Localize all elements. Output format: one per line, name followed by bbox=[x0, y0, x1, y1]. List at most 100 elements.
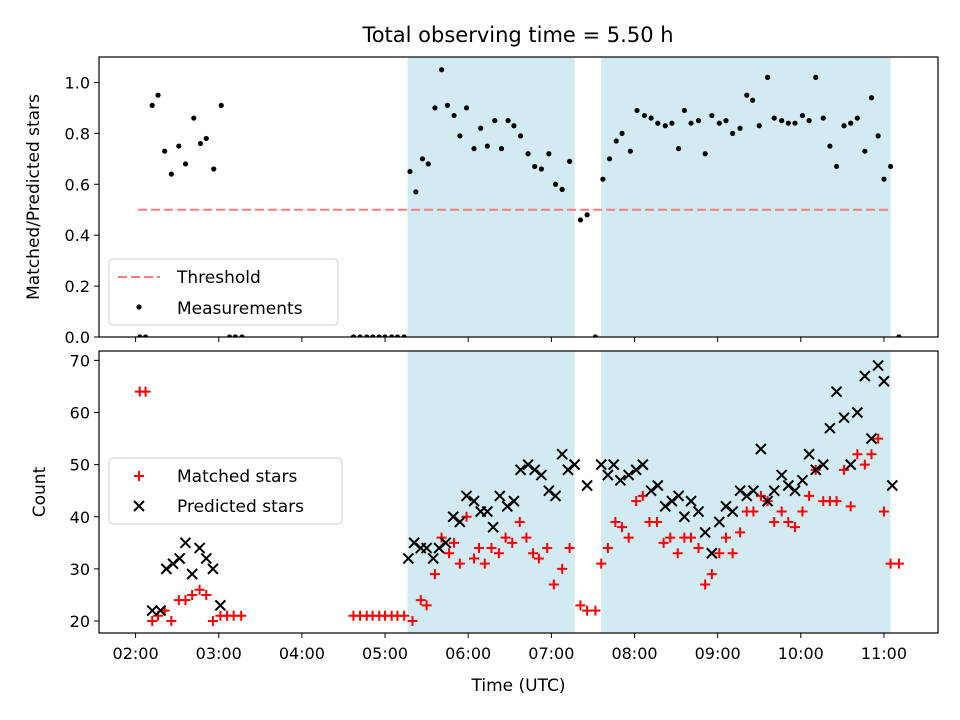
measurement-point bbox=[785, 120, 791, 126]
y-tick-label: 30 bbox=[70, 560, 90, 579]
measurement-point bbox=[756, 123, 762, 129]
measurement-point bbox=[505, 118, 511, 124]
predicted-star-point bbox=[535, 469, 548, 481]
x-tick-label: 07:00 bbox=[528, 644, 574, 663]
predicted-star-point bbox=[747, 484, 760, 497]
measurement-point bbox=[484, 143, 490, 149]
matched-star-point bbox=[147, 616, 158, 627]
measurement-point bbox=[681, 107, 687, 114]
predicted-star-point bbox=[460, 490, 473, 502]
measurement-point bbox=[600, 176, 606, 182]
predicted-star-point bbox=[824, 422, 836, 434]
measurement-point bbox=[779, 118, 785, 124]
measurement-point bbox=[211, 166, 217, 172]
measurement-point bbox=[896, 334, 902, 337]
predicted-star-point bbox=[637, 458, 649, 471]
measurement-point bbox=[182, 161, 189, 167]
predicted-star-point bbox=[713, 516, 726, 528]
x-tick-label: 03:00 bbox=[196, 644, 242, 663]
measurement-point bbox=[376, 334, 382, 337]
measurement-point bbox=[239, 334, 245, 337]
predicted-star-point bbox=[160, 563, 173, 575]
matched-star-point bbox=[140, 386, 151, 397]
matched-star-point bbox=[748, 506, 759, 517]
measurement-point bbox=[888, 163, 894, 170]
matched-star-point bbox=[610, 516, 621, 527]
matched-star-point bbox=[651, 516, 662, 527]
matched-star-point bbox=[735, 527, 746, 538]
measurement-point bbox=[655, 120, 661, 126]
matched-star-point bbox=[542, 543, 553, 554]
predicted-star-point bbox=[878, 375, 890, 387]
measurement-point bbox=[799, 112, 806, 119]
predicted-star-point bbox=[568, 458, 581, 471]
measurement-point bbox=[854, 115, 860, 121]
measurement-point bbox=[463, 105, 470, 111]
x-tick-label: 10:00 bbox=[778, 644, 824, 663]
predicted-star-point bbox=[789, 484, 801, 497]
measurement-point bbox=[168, 171, 174, 177]
predicted-star-point bbox=[595, 458, 607, 471]
matched-star-point bbox=[548, 579, 559, 590]
predicted-star-point bbox=[865, 432, 878, 445]
measurement-point bbox=[567, 158, 573, 164]
measurement-point bbox=[875, 133, 881, 139]
measurement-point bbox=[813, 74, 819, 80]
predicted-star-point bbox=[193, 542, 206, 554]
measurement-point bbox=[538, 166, 544, 172]
predicted-star-point bbox=[726, 505, 739, 518]
measurement-point bbox=[350, 334, 357, 337]
measurement-point bbox=[394, 334, 401, 337]
measurement-point bbox=[369, 334, 376, 337]
measurement-point bbox=[203, 135, 209, 142]
measurement-point bbox=[634, 107, 640, 114]
matched-star-point bbox=[789, 522, 800, 533]
predicted-star-point bbox=[817, 458, 829, 471]
measurement-point bbox=[382, 334, 388, 337]
measurement-point bbox=[584, 212, 590, 218]
predicted-star-point bbox=[481, 505, 494, 518]
measurement-point bbox=[827, 143, 833, 149]
x-tick-label: 05:00 bbox=[362, 644, 408, 663]
measurement-point bbox=[675, 146, 682, 152]
predicted-star-point bbox=[556, 448, 568, 460]
predicted-star-point bbox=[666, 495, 678, 507]
y-tick-label: 0.2 bbox=[65, 277, 90, 296]
x-tick-label: 09:00 bbox=[695, 644, 741, 663]
predicted-star-point bbox=[200, 552, 212, 565]
predicted-star-point bbox=[602, 469, 614, 481]
predicted-star-point bbox=[659, 500, 671, 513]
predicted-star-point bbox=[549, 490, 562, 502]
predicted-star-point bbox=[706, 547, 718, 559]
predicted-star-point bbox=[501, 500, 513, 513]
matched-star-point bbox=[658, 537, 669, 548]
predicted-star-point bbox=[173, 552, 186, 565]
predicted-star-point bbox=[872, 359, 884, 372]
y-tick-label: 60 bbox=[70, 404, 90, 423]
measurement-point bbox=[641, 112, 648, 119]
predicted-star-point bbox=[167, 557, 179, 570]
y-axis-label-top: Matched/Predicted stars bbox=[24, 94, 44, 300]
matched-star-point bbox=[700, 579, 711, 590]
predicted-star-point bbox=[402, 552, 415, 565]
matched-star-point bbox=[706, 569, 717, 580]
matched-star-point bbox=[575, 600, 586, 611]
measurement-point bbox=[226, 334, 233, 337]
predicted-star-point bbox=[408, 537, 420, 549]
y-tick-label: 1.0 bbox=[65, 73, 90, 92]
measurement-point bbox=[702, 151, 708, 157]
predicted-star-point bbox=[179, 537, 192, 549]
predicted-star-point bbox=[755, 443, 767, 455]
observing-window-band bbox=[601, 57, 891, 337]
measurement-point bbox=[197, 140, 204, 147]
predicted-star-point bbox=[186, 568, 198, 580]
matched-star-point bbox=[407, 616, 418, 627]
predicted-star-point bbox=[741, 490, 753, 502]
matched-star-point bbox=[602, 543, 613, 554]
legend-top: Threshold Measurements bbox=[108, 258, 339, 326]
matched-star-point bbox=[693, 543, 704, 554]
top-plot-area bbox=[137, 67, 902, 337]
matched-star-point bbox=[521, 532, 532, 543]
measurement-point bbox=[695, 118, 702, 124]
